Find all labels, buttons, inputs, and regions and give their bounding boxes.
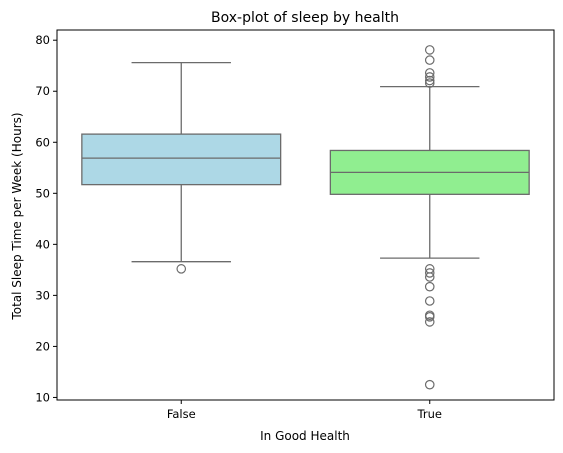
y-tick-label: 20 [35,339,50,353]
outlier-point [424,296,435,306]
y-axis-label: Total Sleep Time per Week (Hours) [10,112,24,320]
outlier-point [424,281,435,292]
box-group-true [329,45,530,390]
outlier-point [424,379,435,390]
box-group-false [81,62,282,274]
plot-frame [56,29,555,401]
outlier-point [424,68,435,78]
y-tick-label: 10 [35,390,50,404]
box-iqr [81,133,282,186]
x-axis: False True [167,400,442,421]
plot-area [81,45,530,390]
y-tick-label: 60 [35,135,50,149]
outlier-point [424,78,435,88]
y-tick-label: 70 [35,84,50,98]
x-tick-label: False [167,407,196,421]
outlier-point [424,268,435,278]
y-tick-label: 50 [35,186,50,200]
y-tick-label: 40 [35,237,50,251]
outlier-point [424,72,435,82]
x-tick-label: True [417,407,442,421]
chart-title: Box-plot of sleep by health [211,10,399,26]
y-tick-label: 30 [35,288,50,302]
outlier-point [424,272,435,282]
outlier-point [176,264,187,274]
outlier-point [424,317,435,327]
y-axis: 10 20 30 40 50 60 70 80 [35,33,57,404]
y-tick-label: 80 [35,33,50,47]
outlier-point [424,45,435,55]
outlier-point [424,55,435,65]
outlier-point [424,75,435,86]
x-axis-label: In Good Health [260,429,350,443]
outlier-point [424,312,435,322]
